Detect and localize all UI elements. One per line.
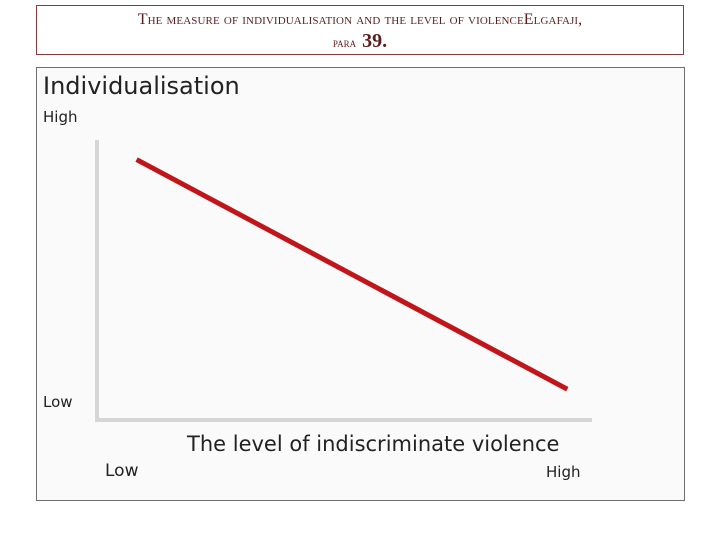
title-para-prefix: para	[332, 35, 357, 50]
series-layer	[135, 157, 569, 392]
slide-title: The measure of individualisation and the…	[36, 5, 684, 55]
chart-area: Individualisation High Low The level of …	[36, 67, 685, 501]
x-axis-label: The level of indiscriminate violence	[187, 432, 560, 456]
x-tick-label-high: High	[546, 463, 581, 481]
y-tick-label-high: High	[43, 108, 78, 126]
x-tick-label-low: Low	[105, 461, 139, 481]
title-para-number: 39.	[362, 30, 388, 52]
y-tick-label-low: Low	[43, 393, 73, 411]
title-line-1: The measure of individualisation and the…	[137, 11, 583, 28]
series-line-0	[135, 157, 569, 392]
chart-plot	[95, 140, 592, 422]
y-axis-label: Individualisation	[43, 72, 240, 100]
title-line-2: para 39.	[37, 30, 683, 54]
